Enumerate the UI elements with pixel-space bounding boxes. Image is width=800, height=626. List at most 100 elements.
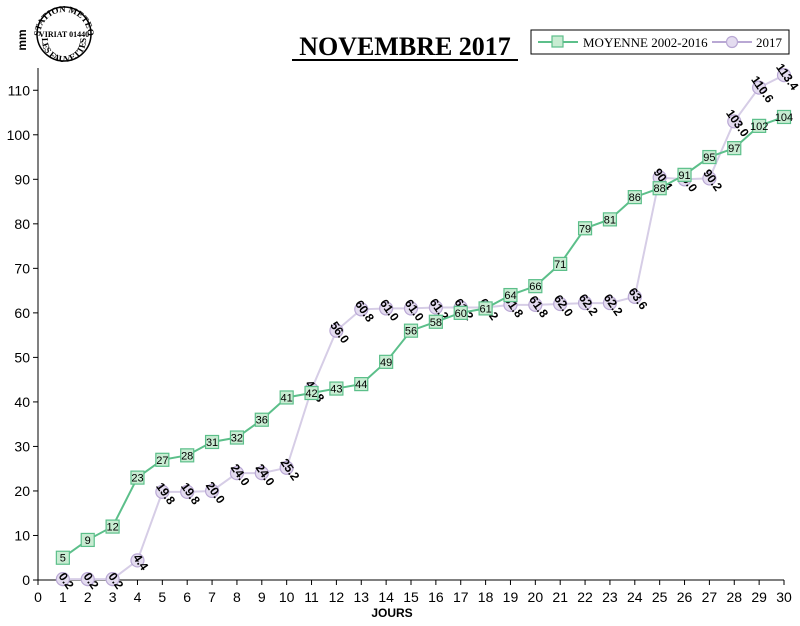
data-label-moyenne: 79 xyxy=(579,223,591,235)
stamp-middle-text: VIRIAT 01440 xyxy=(39,30,89,39)
stamp-bottom-text: LES FAUVETTES xyxy=(40,38,88,65)
point-moyenne xyxy=(279,390,294,405)
point-2017 xyxy=(130,553,145,568)
x-tick-label: 26 xyxy=(677,589,693,605)
x-tick-label: 11 xyxy=(304,589,319,605)
data-label-2017: 4.4 xyxy=(130,551,151,573)
point-moyenne xyxy=(379,354,394,369)
data-label-moyenne: 9 xyxy=(85,535,91,547)
point-moyenne xyxy=(155,452,170,467)
point-2017 xyxy=(752,80,767,95)
x-tick-label: 18 xyxy=(478,589,494,605)
x-tick-label: 20 xyxy=(528,589,544,605)
legend: MOYENNE 2002-2016 2017 xyxy=(530,29,790,55)
x-tick-label: 2 xyxy=(84,589,92,605)
point-moyenne xyxy=(304,385,319,401)
point-moyenne xyxy=(229,430,245,445)
data-label-moyenne: 56 xyxy=(405,326,417,338)
point-moyenne xyxy=(453,305,468,320)
data-label-moyenne: 43 xyxy=(330,384,342,396)
data-label-moyenne: 49 xyxy=(380,357,392,369)
point-2017 xyxy=(702,171,717,186)
point-moyenne xyxy=(652,181,667,196)
data-label-moyenne: 41 xyxy=(281,392,293,404)
point-moyenne xyxy=(602,212,618,227)
point-2017 xyxy=(80,572,95,587)
point-2017 xyxy=(354,302,369,317)
point-2017 xyxy=(204,483,220,499)
point-2017 xyxy=(602,295,618,311)
point-moyenne xyxy=(677,167,692,182)
series-moyenne: 5 9 12 23 27 28 31 32 36 41 42 43 44 49 56 58 60 61 64 66 71… xyxy=(55,109,793,565)
data-label-moyenne: 58 xyxy=(430,317,442,329)
series-2017: 0.20.20.24.419.819.820.024.024.025.242.8… xyxy=(56,61,800,592)
x-tick-label: 13 xyxy=(353,589,369,605)
point-2017 xyxy=(55,572,70,587)
data-label-moyenne: 31 xyxy=(206,437,218,449)
point-2017 xyxy=(155,484,170,499)
data-label-moyenne: 28 xyxy=(181,450,193,462)
y-tick-label: 40 xyxy=(14,394,30,410)
legend-marker-moyenne xyxy=(551,35,564,48)
data-label-moyenne: 23 xyxy=(131,473,143,485)
x-ticks: 0 1 2 3 4 5 6 7 8 9 10 11 12 13 14 15 16 17 18 19 20 21 22 23 24… xyxy=(34,580,792,605)
x-tick-label: 1 xyxy=(59,589,67,605)
x-tick-label: 29 xyxy=(751,589,767,605)
data-label-moyenne: 91 xyxy=(678,170,690,182)
point-moyenne xyxy=(428,314,443,329)
point-moyenne xyxy=(204,434,220,450)
point-2017 xyxy=(428,300,443,315)
y-tick-label: 20 xyxy=(14,483,30,499)
point-2017 xyxy=(627,289,642,304)
data-label-moyenne: 36 xyxy=(256,415,268,427)
data-label-moyenne: 95 xyxy=(703,152,715,164)
data-label-moyenne: 81 xyxy=(604,214,616,226)
x-tick-label: 28 xyxy=(726,589,742,605)
data-label-moyenne: 88 xyxy=(654,183,666,195)
y-tick-label: 30 xyxy=(14,438,30,454)
point-moyenne xyxy=(403,323,419,338)
x-tick-label: 4 xyxy=(134,589,142,605)
point-moyenne xyxy=(503,287,518,303)
point-moyenne xyxy=(627,190,642,205)
data-label-moyenne: 102 xyxy=(750,121,768,133)
x-tick-label: 24 xyxy=(627,589,643,605)
point-moyenne xyxy=(130,470,145,485)
point-2017 xyxy=(105,572,120,587)
point-moyenne xyxy=(553,256,568,271)
data-label-moyenne: 5 xyxy=(60,553,66,565)
data-label-moyenne: 104 xyxy=(775,112,793,124)
x-tick-label: 5 xyxy=(158,589,166,605)
data-label-moyenne: 27 xyxy=(156,455,168,467)
x-tick-label: 15 xyxy=(403,589,419,605)
point-moyenne xyxy=(478,301,493,316)
y-axis-label: mm xyxy=(15,29,29,50)
x-tick-label: 25 xyxy=(652,589,668,605)
x-tick-label: 17 xyxy=(453,589,469,605)
x-tick-label: 8 xyxy=(233,589,241,605)
data-label-moyenne: 32 xyxy=(231,433,243,445)
point-2017 xyxy=(403,301,419,316)
station-stamp: STATION METEO VIRIAT 01440 LES FAUVETTES xyxy=(32,4,96,64)
point-2017 xyxy=(279,460,294,475)
x-tick-label: 0 xyxy=(34,589,42,605)
legend-label-2017: 2017 xyxy=(756,35,783,50)
y-tick-label: 90 xyxy=(14,171,30,187)
point-moyenne xyxy=(577,221,593,236)
x-tick-label: 10 xyxy=(279,589,295,605)
point-moyenne xyxy=(254,412,269,427)
y-tick-label: 60 xyxy=(14,305,30,321)
y-tick-label: 110 xyxy=(8,82,31,98)
x-tick-label: 19 xyxy=(503,589,519,605)
point-moyenne xyxy=(702,149,717,165)
data-label-moyenne: 71 xyxy=(554,259,566,271)
data-label-moyenne: 64 xyxy=(504,290,516,302)
data-label-moyenne: 66 xyxy=(529,281,541,293)
point-2017 xyxy=(528,297,543,312)
point-moyenne xyxy=(55,550,70,565)
point-2017 xyxy=(727,114,742,129)
point-2017 xyxy=(577,295,593,311)
x-axis-label: JOURS xyxy=(371,606,412,620)
point-2017 xyxy=(379,301,394,316)
